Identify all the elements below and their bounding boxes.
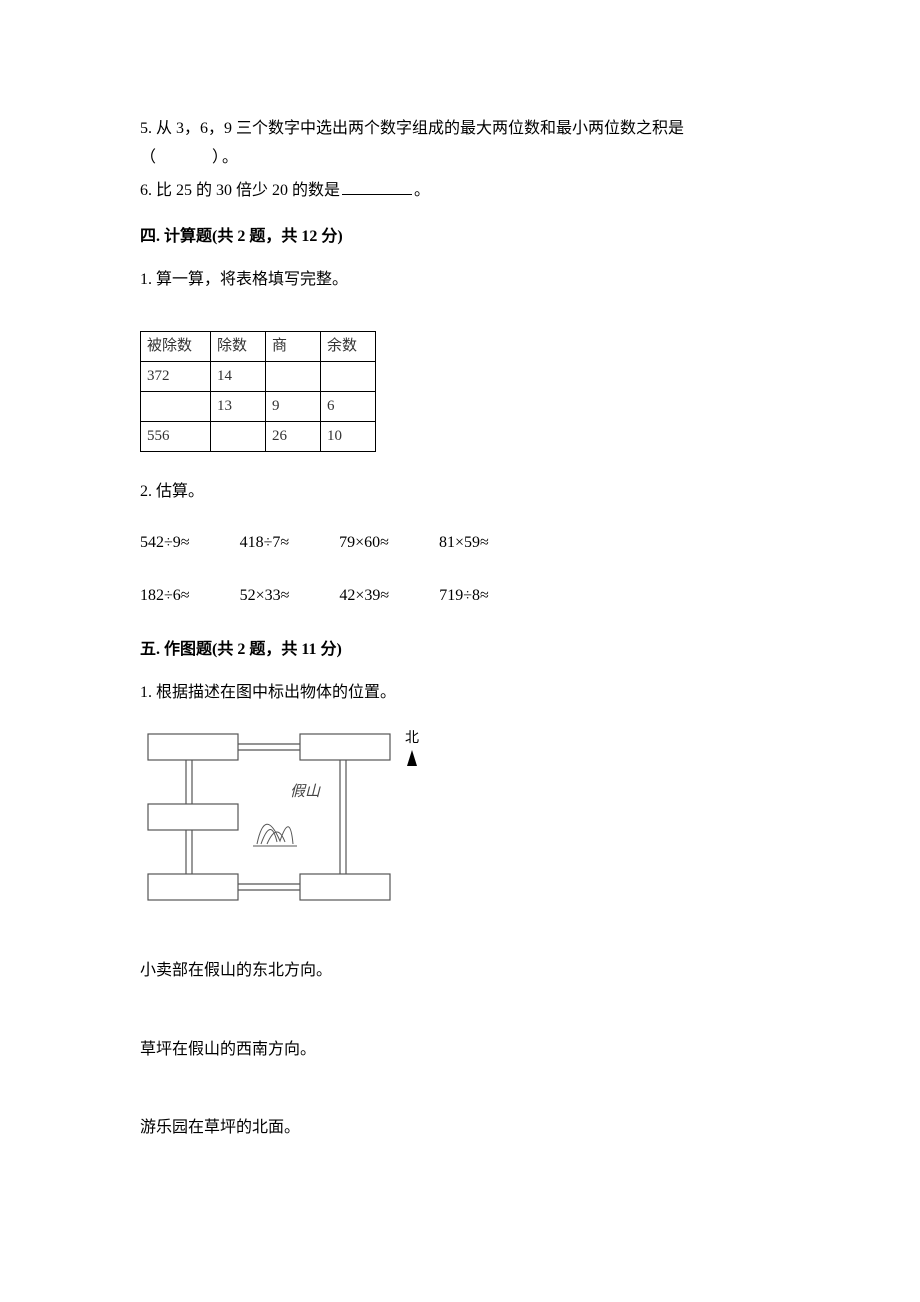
section5-q1: 1. 根据描述在图中标出物体的位置。 北假山 小卖部在假山的东北方向。 草坪在假… <box>140 679 790 1143</box>
cell: 9 <box>266 391 321 421</box>
th-dividend: 被除数 <box>141 331 211 361</box>
estim-item: 719÷8≈ <box>439 582 489 611</box>
location-diagram: 北假山 <box>140 726 790 927</box>
section-5-header: 五. 作图题(共 2 题，共 11 分) <box>140 636 790 665</box>
estim-item: 542÷9≈ <box>140 529 190 558</box>
cell <box>141 391 211 421</box>
cell: 13 <box>211 391 266 421</box>
question-5: 5. 从 3，6，9 三个数字中选出两个数字组成的最大两位数和最小两位数之积是 … <box>140 115 790 173</box>
cell <box>266 361 321 391</box>
table-row: 556 26 10 <box>141 421 376 451</box>
estim-row-2: 182÷6≈ 52×33≈ 42×39≈ 719÷8≈ <box>140 582 790 611</box>
cell <box>211 421 266 451</box>
s4q1-prompt: 1. 算一算，将表格填写完整。 <box>140 266 790 295</box>
cell: 10 <box>321 421 376 451</box>
s4q2-prompt: 2. 估算。 <box>140 478 790 507</box>
table-header-row: 被除数 除数 商 余数 <box>141 331 376 361</box>
cell: 372 <box>141 361 211 391</box>
table-row: 13 9 6 <box>141 391 376 421</box>
section-4-header: 四. 计算题(共 2 题，共 12 分) <box>140 223 790 252</box>
estim-item: 42×39≈ <box>339 582 389 611</box>
estim-item: 418÷7≈ <box>240 529 290 558</box>
cell: 556 <box>141 421 211 451</box>
estim-item: 79×60≈ <box>339 529 389 558</box>
q5-blank: （ ）。 <box>140 149 240 166</box>
section4-q2: 2. 估算。 542÷9≈ 418÷7≈ 79×60≈ 81×59≈ 182÷6… <box>140 478 790 610</box>
desc-line: 小卖部在假山的东北方向。 <box>140 957 790 986</box>
estim-item: 81×59≈ <box>439 529 489 558</box>
q6-blank <box>342 194 412 195</box>
cell <box>321 361 376 391</box>
th-divisor: 除数 <box>211 331 266 361</box>
estim-item: 182÷6≈ <box>140 582 190 611</box>
q5-text-line1: 5. 从 3，6，9 三个数字中选出两个数字组成的最大两位数和最小两位数之积是 <box>140 120 684 137</box>
desc-line: 游乐园在草坪的北面。 <box>140 1114 790 1143</box>
diagram-svg: 北假山 <box>140 726 430 916</box>
cell: 6 <box>321 391 376 421</box>
svg-text:假山: 假山 <box>290 783 321 800</box>
desc-line: 草坪在假山的西南方向。 <box>140 1036 790 1065</box>
calc-table: 被除数 除数 商 余数 372 14 13 9 6 556 26 10 <box>140 331 376 452</box>
q6-prefix: 6. 比 25 的 30 倍少 20 的数是 <box>140 182 340 199</box>
th-remainder: 余数 <box>321 331 376 361</box>
estim-row-1: 542÷9≈ 418÷7≈ 79×60≈ 81×59≈ <box>140 529 790 558</box>
estim-item: 52×33≈ <box>240 582 290 611</box>
svg-text:北: 北 <box>405 730 419 746</box>
th-quotient: 商 <box>266 331 321 361</box>
s5q1-prompt: 1. 根据描述在图中标出物体的位置。 <box>140 679 790 708</box>
table-row: 372 14 <box>141 361 376 391</box>
section4-q1: 1. 算一算，将表格填写完整。 被除数 除数 商 余数 372 14 13 9 … <box>140 266 790 452</box>
question-6: 6. 比 25 的 30 倍少 20 的数是 。 <box>140 177 790 206</box>
cell: 14 <box>211 361 266 391</box>
cell: 26 <box>266 421 321 451</box>
q6-suffix: 。 <box>414 182 430 199</box>
